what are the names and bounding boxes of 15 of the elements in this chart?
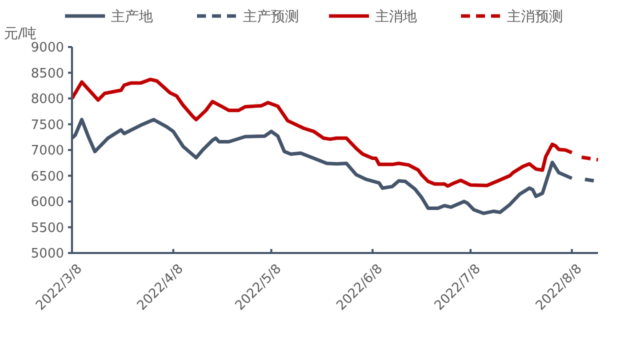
legend-label: 主消地	[375, 8, 417, 25]
y-tick-label: 5000	[30, 246, 64, 262]
y-tick-label: 6000	[30, 195, 64, 210]
y-tick-label: 8500	[30, 66, 64, 82]
y-tick-label: 9000	[30, 40, 64, 56]
legend-label: 主消预测	[507, 8, 563, 25]
y-tick-label: 5500	[30, 220, 64, 236]
line-series	[70, 78, 574, 188]
y-axis-title: 元/吨	[4, 26, 37, 42]
legend-label: 主产预测	[243, 8, 299, 25]
y-tick-label: 6500	[30, 169, 64, 184]
y-tick-label: 7000	[30, 144, 64, 159]
y-tick-label: 8000	[30, 92, 64, 108]
y-tick-label: 7500	[30, 118, 64, 133]
legend-label: 主产地	[111, 8, 153, 25]
